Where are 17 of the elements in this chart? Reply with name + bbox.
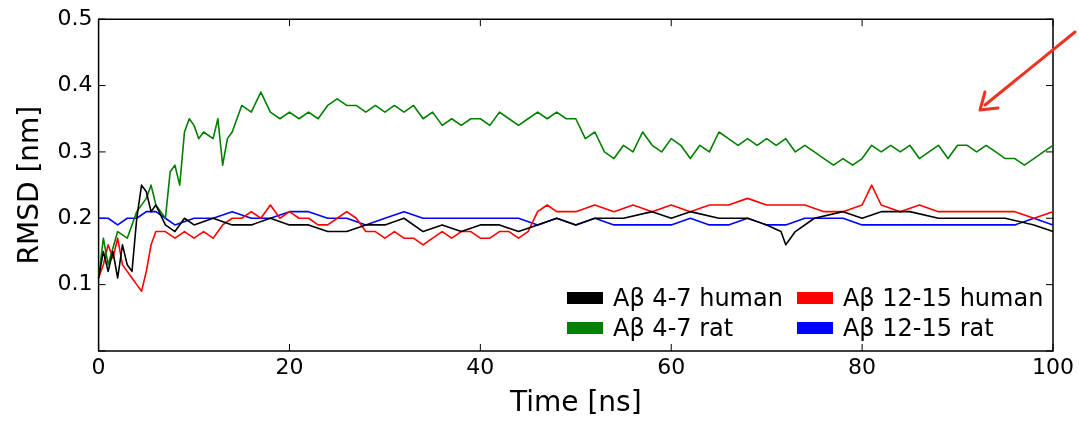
y-axis-title: RMSD [nm] — [12, 105, 46, 265]
y-tick-label: 0.3 — [57, 137, 93, 163]
x-tick-label: 80 — [848, 353, 877, 379]
y-tick-label: 0.2 — [57, 204, 93, 229]
x-tick-label: 20 — [275, 353, 304, 379]
legend-label: Aβ 4-7 rat — [613, 313, 734, 343]
legend-label: Aβ 12-15 rat — [842, 313, 994, 343]
x-tick-label: 100 — [1032, 353, 1074, 379]
x-tick-label: 0 — [91, 353, 106, 379]
x-axis-title: Time [ns] — [508, 385, 642, 419]
x-tick-label: 40 — [466, 353, 495, 379]
y-tick-label: 0.4 — [57, 71, 93, 97]
legend-label: Aβ 4-7 human — [613, 283, 783, 313]
y-tick-label: 0.1 — [57, 270, 93, 296]
y-tick-label: 0.5 — [57, 4, 93, 30]
x-tick-label: 60 — [657, 353, 686, 379]
legend-label: Aβ 12-15 human — [842, 283, 1044, 313]
